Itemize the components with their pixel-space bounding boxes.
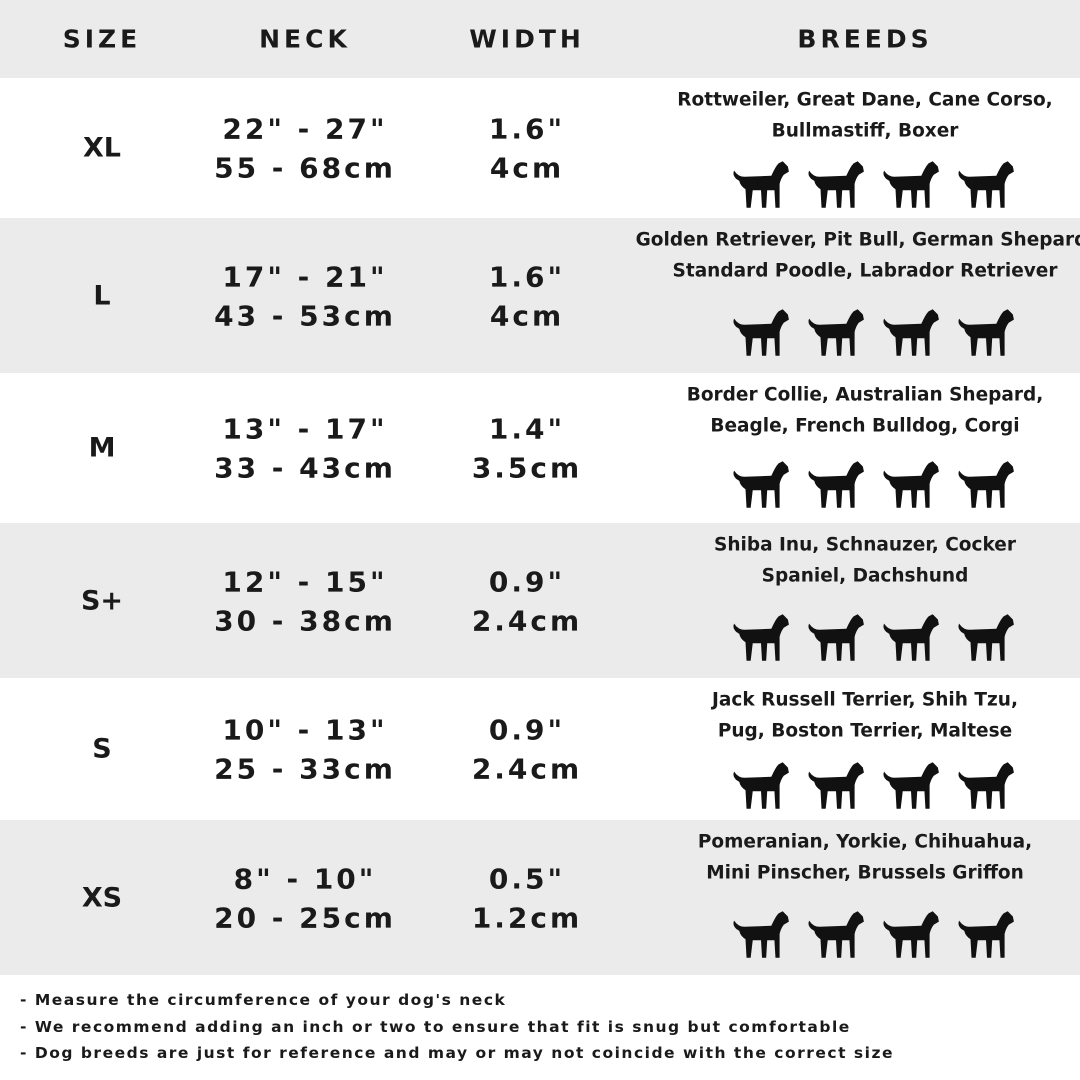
breed-text: Golden Retriever, Pit Bull, German Shepa… xyxy=(635,229,1080,251)
width-text: 3.5cm xyxy=(471,451,583,485)
breed-text: Jack Russell Terrier, Shih Tzu, xyxy=(712,689,1018,711)
neck-text: 8" - 10" xyxy=(233,862,377,895)
dog-silhouette xyxy=(805,452,867,514)
size-label: M xyxy=(88,432,116,464)
dog-silhouette xyxy=(880,902,942,964)
note: - Measure the circumference of your dog'… xyxy=(20,991,507,1009)
dog-silhouette xyxy=(955,152,1017,214)
size-label: S+ xyxy=(80,585,124,616)
neck-text: 43 - 53cm xyxy=(214,299,396,332)
dog-silhouette xyxy=(730,902,792,964)
dog-silhouette xyxy=(880,152,942,214)
dog-shape xyxy=(808,461,863,508)
dog-shape xyxy=(808,911,863,958)
neck-text: 33 - 43cm xyxy=(214,451,396,485)
column-header: SIZE xyxy=(62,24,142,54)
dog-silhouette xyxy=(805,753,867,815)
dog-shape xyxy=(883,309,938,356)
dog-shape xyxy=(958,161,1013,208)
width-text: 4cm xyxy=(489,299,565,332)
dog-shape xyxy=(958,309,1013,356)
breed-text: Pug, Boston Terrier, Maltese xyxy=(717,720,1013,742)
header-band xyxy=(0,0,1080,78)
breed-text: Border Collie, Australian Shepard, xyxy=(686,384,1044,406)
dog-shape xyxy=(733,161,788,208)
dog-shape xyxy=(808,161,863,208)
dog-shape xyxy=(958,461,1013,508)
width-text: 2.4cm xyxy=(471,604,583,637)
size-label: S xyxy=(92,733,112,765)
dog-shape xyxy=(958,614,1013,661)
breed-text: Pomeranian, Yorkie, Chihuahua, xyxy=(697,831,1033,853)
breed-text: Spaniel, Dachshund xyxy=(761,565,969,587)
width-text: 1.4" xyxy=(488,412,566,446)
dog-silhouette xyxy=(730,753,792,815)
dog-silhouette xyxy=(955,452,1017,514)
dog-silhouette xyxy=(805,902,867,964)
neck-text: 10" - 13" xyxy=(222,713,388,747)
breed-text: Rottweiler, Great Dane, Cane Corso, xyxy=(677,89,1053,111)
width-text: 2.4cm xyxy=(471,752,583,786)
dog-silhouette xyxy=(880,753,942,815)
neck-text: 22" - 27" xyxy=(222,112,388,146)
width-text: 0.9" xyxy=(488,565,566,598)
dog-silhouette xyxy=(730,452,792,514)
breed-text: Standard Poodle, Labrador Retriever xyxy=(672,260,1058,282)
size-label: L xyxy=(93,280,111,311)
dog-shape xyxy=(958,911,1013,958)
size-label: XS xyxy=(81,882,123,913)
note: - Dog breeds are just for reference and … xyxy=(20,1044,894,1062)
dog-silhouette xyxy=(880,300,942,362)
dog-shape xyxy=(883,461,938,508)
neck-text: 13" - 17" xyxy=(222,412,388,446)
neck-text: 17" - 21" xyxy=(222,260,388,293)
dog-silhouette xyxy=(805,605,867,667)
note: - We recommend adding an inch or two to … xyxy=(20,1017,851,1036)
column-header: NECK xyxy=(259,24,351,54)
width-text: 0.5" xyxy=(488,862,566,895)
neck-text: 12" - 15" xyxy=(222,565,388,598)
dog-shape xyxy=(808,309,863,356)
dog-shape xyxy=(883,911,938,958)
dog-silhouette xyxy=(730,300,792,362)
dog-shape xyxy=(733,911,788,958)
column-header: WIDTH xyxy=(469,24,585,54)
dog-silhouette xyxy=(805,152,867,214)
dog-silhouette xyxy=(730,152,792,214)
dog-shape xyxy=(883,762,938,809)
width-text: 4cm xyxy=(489,151,565,185)
dog-shape xyxy=(808,762,863,809)
breed-text: Beagle, French Bulldog, Corgi xyxy=(710,415,1020,437)
dog-silhouette xyxy=(880,452,942,514)
dog-silhouette xyxy=(805,300,867,362)
neck-text: 25 - 33cm xyxy=(214,752,396,786)
dog-silhouette xyxy=(880,605,942,667)
neck-text: 20 - 25cm xyxy=(214,901,396,934)
neck-text: 55 - 68cm xyxy=(214,151,396,185)
dog-shape xyxy=(958,762,1013,809)
dog-shape xyxy=(883,614,938,661)
breed-text: Mini Pinscher, Brussels Griffon xyxy=(706,862,1024,884)
neck-text: 30 - 38cm xyxy=(214,604,396,637)
width-text: 1.2cm xyxy=(471,901,583,934)
size-label: XL xyxy=(82,132,122,164)
width-text: 0.9" xyxy=(488,713,566,747)
dog-shape xyxy=(733,461,788,508)
dog-silhouette xyxy=(955,300,1017,362)
dog-shape xyxy=(733,614,788,661)
breed-text: Bullmastiff, Boxer xyxy=(771,120,959,142)
column-header: BREEDS xyxy=(797,24,933,54)
width-text: 1.6" xyxy=(488,260,566,293)
dog-shape xyxy=(733,762,788,809)
dog-silhouette xyxy=(955,605,1017,667)
dog-silhouette xyxy=(955,902,1017,964)
breed-text: Shiba Inu, Schnauzer, Cocker xyxy=(714,534,1016,556)
dog-shape xyxy=(733,309,788,356)
dog-silhouette xyxy=(730,605,792,667)
dog-shape xyxy=(883,161,938,208)
dog-silhouette xyxy=(955,753,1017,815)
dog-shape xyxy=(808,614,863,661)
width-text: 1.6" xyxy=(488,112,566,146)
